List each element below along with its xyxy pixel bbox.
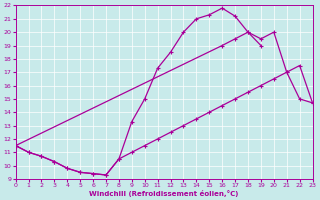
X-axis label: Windchill (Refroidissement éolien,°C): Windchill (Refroidissement éolien,°C): [89, 190, 239, 197]
